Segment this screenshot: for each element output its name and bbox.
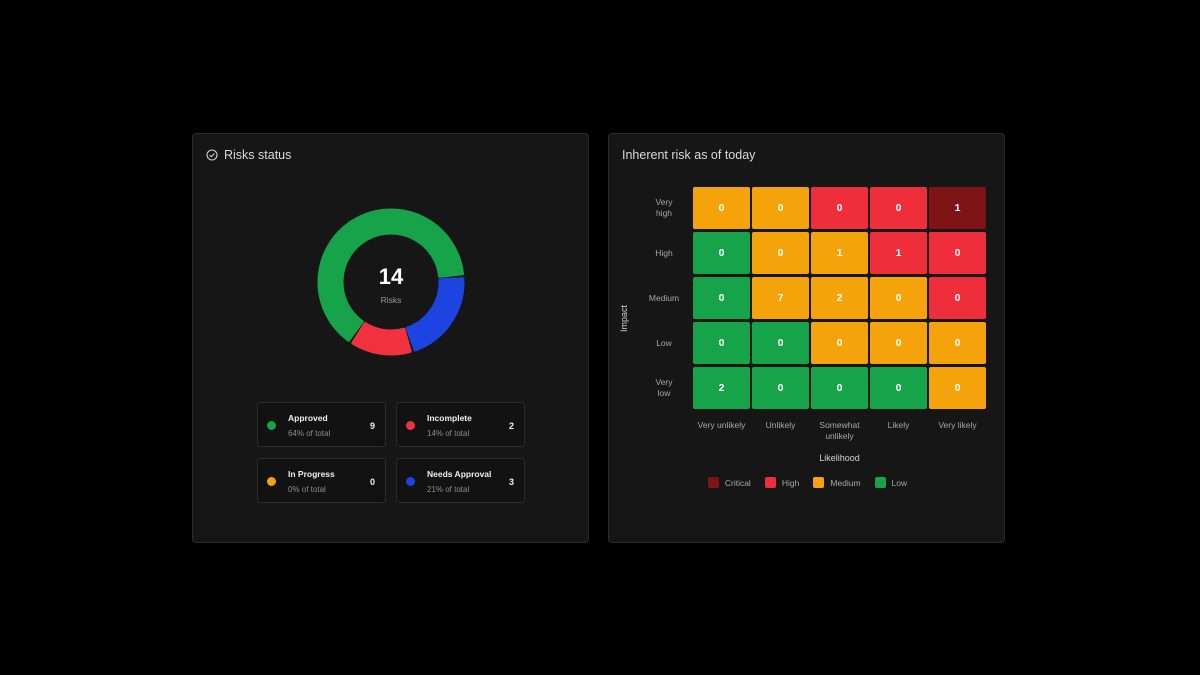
risks-status-header: Risks status — [206, 148, 291, 162]
legend-label: High — [781, 477, 800, 488]
status-name: In Progress — [288, 469, 335, 479]
x-axis-label: Likelihood — [819, 453, 860, 463]
status-percent: 21% of total — [427, 485, 470, 494]
status-name: Incomplete — [427, 413, 472, 423]
likelihood-label: Somewhat unlikely — [819, 420, 860, 441]
impact-label: Low — [656, 337, 672, 348]
status-percent: 14% of total — [427, 429, 470, 438]
impact-label: Very high — [655, 197, 673, 218]
likelihood-label: Very unlikely — [697, 420, 746, 430]
heatmap-cell[interactable]: 2 — [811, 277, 868, 319]
heatmap-cell[interactable]: 1 — [811, 232, 868, 274]
heatmap-cell[interactable]: 0 — [752, 322, 809, 364]
heatmap-cell[interactable]: 7 — [752, 277, 809, 319]
status-dot — [406, 477, 415, 486]
heatmap-cell[interactable]: 0 — [929, 232, 986, 274]
heatmap-cell[interactable]: 0 — [811, 322, 868, 364]
heatmap-cell[interactable]: 0 — [929, 367, 986, 409]
check-circle-icon — [206, 149, 218, 161]
heatmap-cell[interactable]: 0 — [693, 277, 750, 319]
risks-donut-chart — [317, 208, 465, 356]
heatmap-cell[interactable]: 0 — [811, 187, 868, 229]
status-percent: 64% of total — [288, 429, 331, 438]
donut-slice-incomplete[interactable] — [351, 322, 412, 356]
risks-status-title: Risks status — [224, 148, 292, 162]
impact-label: Very low — [655, 377, 673, 398]
heatmap-cell[interactable]: 0 — [929, 322, 986, 364]
status-count: 9 — [369, 421, 375, 431]
legend-label: Critical — [724, 477, 751, 488]
heatmap-cell[interactable]: 0 — [870, 187, 927, 229]
heatmap-cell[interactable]: 0 — [693, 322, 750, 364]
heatmap-cell[interactable]: 2 — [693, 367, 750, 409]
y-axis-label: Impact — [619, 304, 629, 332]
status-item-approved[interactable]: Approved 64% of total 9 — [257, 402, 386, 447]
inherent-risk-title: Inherent risk as of today — [622, 148, 756, 162]
risk-level-legend: Critical High Medium Low — [609, 477, 1006, 488]
status-name: Needs Approval — [427, 469, 492, 479]
legend-low: Low — [874, 477, 908, 488]
donut-slice-approved[interactable] — [317, 208, 465, 342]
donut-slice-needs-approval[interactable] — [405, 277, 465, 352]
likelihood-label: Unlikely — [765, 420, 796, 430]
heatmap-cell[interactable]: 0 — [870, 277, 927, 319]
legend-swatch — [707, 477, 719, 488]
likelihood-label: Very likely — [938, 420, 977, 430]
donut-total-label: Risks — [380, 295, 402, 305]
heatmap-cell[interactable]: 0 — [870, 322, 927, 364]
status-percent: 0% of total — [288, 485, 326, 494]
heatmap-cell[interactable]: 1 — [929, 187, 986, 229]
heatmap-cell[interactable]: 0 — [752, 232, 809, 274]
heatmap-cell[interactable]: 0 — [693, 232, 750, 274]
heatmap-cell[interactable]: 0 — [752, 187, 809, 229]
legend-swatch — [813, 477, 825, 488]
heatmap-cell[interactable]: 0 — [870, 367, 927, 409]
heatmap-cell[interactable]: 0 — [752, 367, 809, 409]
legend-swatch — [874, 477, 886, 488]
status-dot — [267, 421, 276, 430]
heatmap-cell[interactable]: 0 — [929, 277, 986, 319]
status-name: Approved — [288, 413, 328, 423]
heatmap-cell[interactable]: 0 — [811, 367, 868, 409]
legend-critical: Critical — [707, 477, 751, 488]
status-item-in-progress[interactable]: In Progress 0% of total 0 — [257, 458, 386, 503]
legend-medium: Medium — [813, 477, 861, 488]
impact-label: Medium — [648, 292, 680, 303]
legend-swatch — [764, 477, 776, 488]
heatmap-cell[interactable]: 0 — [693, 187, 750, 229]
status-count: 3 — [508, 477, 514, 487]
legend-high: High — [764, 477, 800, 488]
status-dot — [267, 477, 276, 486]
likelihood-label: Likely — [887, 420, 910, 430]
status-count: 0 — [369, 477, 375, 487]
status-count: 2 — [508, 421, 514, 431]
donut-total: 14 — [378, 264, 404, 289]
status-dot — [406, 421, 415, 430]
impact-label: High — [655, 247, 673, 258]
legend-label: Low — [891, 477, 908, 488]
status-item-needs-approval[interactable]: Needs Approval 21% of total 3 — [396, 458, 525, 503]
risks-status-card: Risks status 14 Risks Approved 64% of tot… — [192, 133, 589, 543]
status-item-incomplete[interactable]: Incomplete 14% of total 2 — [396, 402, 525, 447]
heatmap-cell[interactable]: 1 — [870, 232, 927, 274]
legend-label: Medium — [830, 477, 861, 488]
